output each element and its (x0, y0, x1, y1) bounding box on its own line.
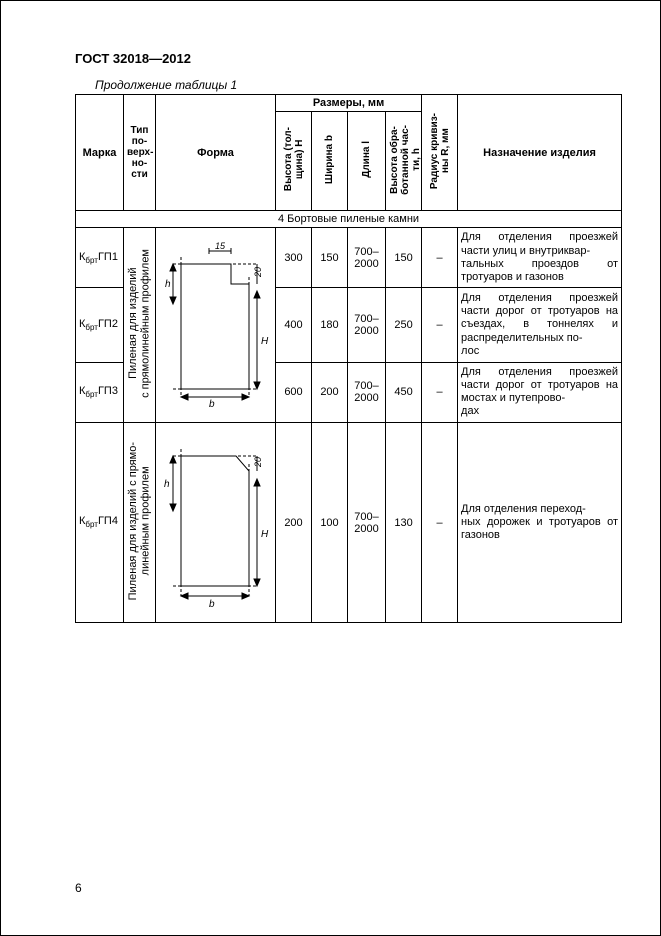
cell-R: – (422, 362, 458, 422)
svg-text:H: H (261, 529, 269, 540)
col-tip: Тип по-верх-но-сти (124, 95, 156, 211)
cell-l: 700–2000 (348, 228, 386, 288)
cell-purpose: Для отделения проезжей части дорог от тр… (458, 288, 622, 362)
cell-H: 200 (276, 423, 312, 623)
section-title: 4 Бортовые пиленые камни (76, 211, 622, 228)
col-h: Высота обра-ботанной час-ти, h (386, 112, 422, 211)
gost-number: ГОСТ 32018—2012 (75, 51, 621, 66)
cell-b: 100 (312, 423, 348, 623)
cell-R: – (422, 288, 458, 362)
cell-h: 250 (386, 288, 422, 362)
cell-l: 700–2000 (348, 423, 386, 623)
cell-b: 150 (312, 228, 348, 288)
cell-h: 150 (386, 228, 422, 288)
col-purpose: Назначение изделия (458, 95, 622, 211)
cell-b: 200 (312, 362, 348, 422)
col-radius: Радиус кривиз-ны R, мм (422, 95, 458, 211)
cell-purpose: Для отделения проезжей части дорог от тр… (458, 362, 622, 422)
cell-l: 700–2000 (348, 362, 386, 422)
svg-text:h: h (165, 279, 171, 290)
cell-surface-type: Пиленая для изделийс прямолинейным профи… (124, 228, 156, 423)
svg-text:20: 20 (253, 457, 263, 468)
profile-diagram-1: 15 20 h H b (161, 239, 271, 409)
col-razmery: Размеры, мм (276, 95, 422, 112)
svg-text:b: b (209, 399, 215, 409)
cell-mark: КбртГП1 (76, 228, 124, 288)
cell-forma-diagram: 20 h H b (156, 423, 276, 623)
cell-h: 130 (386, 423, 422, 623)
table-row: КбртГП1 Пиленая для изделийс прямолинейн… (76, 228, 622, 288)
content-area: ГОСТ 32018—2012 Продолжение таблицы 1 Ма… (75, 51, 621, 623)
cell-h: 450 (386, 362, 422, 422)
cell-purpose: Для отделения переход-ных дорожек и трот… (458, 423, 622, 623)
cell-mark: КбртГП2 (76, 288, 124, 362)
col-H: Высота (тол-щина) H (276, 112, 312, 211)
col-forma: Форма (156, 95, 276, 211)
cell-R: – (422, 228, 458, 288)
cell-H: 600 (276, 362, 312, 422)
cell-forma-diagram: 15 20 h H b (156, 228, 276, 423)
cell-surface-type: Пиленая для изделий с прямо-линейным про… (124, 423, 156, 623)
cell-mark: КбртГП4 (76, 423, 124, 623)
cell-H: 300 (276, 228, 312, 288)
svg-text:15: 15 (215, 241, 226, 251)
profile-diagram-2: 20 h H b (161, 431, 271, 611)
svg-text:H: H (261, 336, 269, 347)
table-row: КбртГП4 Пиленая для изделий с прямо-лине… (76, 423, 622, 623)
cell-b: 180 (312, 288, 348, 362)
cell-purpose: Для отделения проезжей части улиц и внут… (458, 228, 622, 288)
cell-H: 400 (276, 288, 312, 362)
svg-text:b: b (209, 599, 215, 610)
svg-text:20: 20 (253, 266, 263, 277)
cell-R: – (422, 423, 458, 623)
table-caption: Продолжение таблицы 1 (95, 78, 621, 92)
cell-l: 700–2000 (348, 288, 386, 362)
col-l: Длина l (348, 112, 386, 211)
col-b: Ширина b (312, 112, 348, 211)
svg-text:h: h (164, 479, 170, 490)
cell-mark: КбртГП3 (76, 362, 124, 422)
document-page: ГОСТ 32018—2012 Продолжение таблицы 1 Ма… (0, 0, 661, 936)
col-marka: Марка (76, 95, 124, 211)
section-row: 4 Бортовые пиленые камни (76, 211, 622, 228)
main-table: Марка Тип по-верх-но-сти Форма Размеры, … (75, 94, 622, 623)
page-number: 6 (75, 881, 82, 895)
